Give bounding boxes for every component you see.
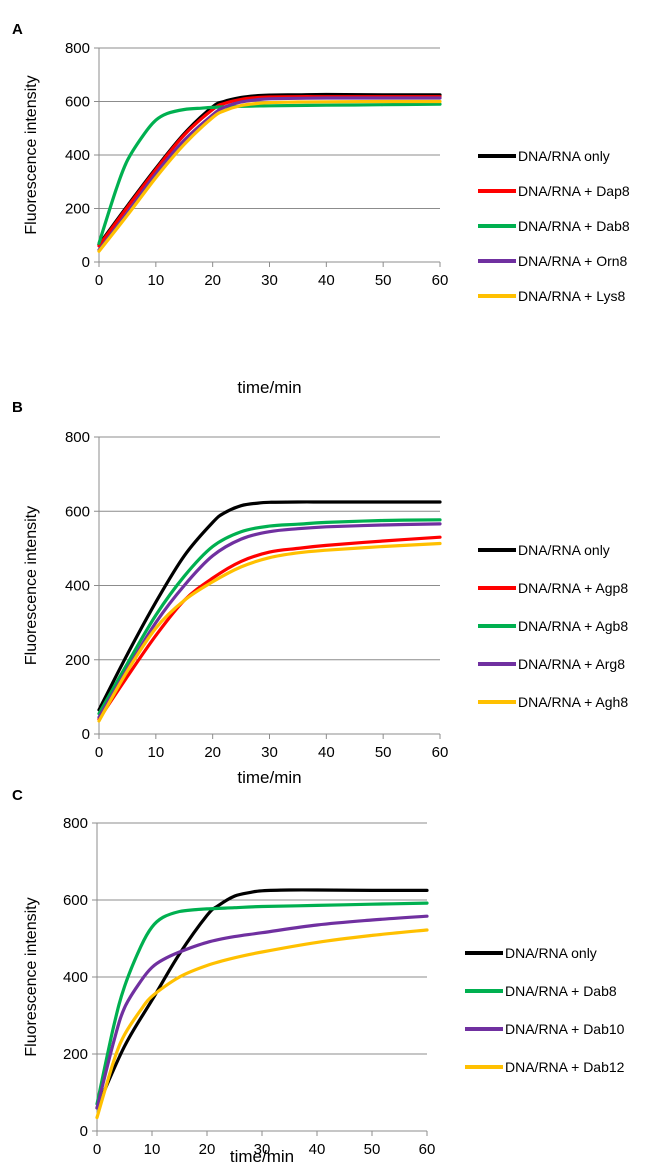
- x-tick-label: 20: [199, 1141, 216, 1158]
- chart-panel-b: B 0 200 400 600 800 0 10 20 30 40 50 60 time/min Fluor…: [12, 399, 628, 787]
- y-tick-label: 400: [63, 969, 88, 986]
- series-line: [97, 518, 442, 716]
- legend-label: DNA/RNA + Lys8: [518, 288, 625, 304]
- legend-label: DNA/RNA + Orn8: [518, 253, 628, 269]
- x-tick-label: 10: [144, 1141, 161, 1158]
- y-axis-title: Fluorescence intensity: [23, 75, 40, 234]
- series-line: [97, 95, 442, 248]
- x-tick-label: 60: [419, 1141, 436, 1158]
- x-tick-label: 50: [364, 1141, 381, 1158]
- y-axis-title: Fluorescence intensity: [23, 897, 40, 1056]
- series-line: [95, 928, 429, 1120]
- x-tick-label: 60: [432, 744, 449, 761]
- y-tick-label: 200: [63, 1046, 88, 1063]
- x-tick-label: 60: [432, 272, 449, 289]
- x-tick-label: 0: [93, 1141, 101, 1158]
- y-axis-title: Fluorescence intensity: [23, 506, 40, 665]
- x-axis-title: time/min: [237, 378, 301, 397]
- legend-label: DNA/RNA + Dap8: [518, 183, 630, 199]
- legend-label: DNA/RNA only: [518, 542, 610, 558]
- y-tick-label: 200: [65, 652, 90, 669]
- legend-label: DNA/RNA + Dab8: [518, 218, 630, 234]
- y-tick-label: 800: [63, 815, 88, 832]
- series-line: [97, 102, 442, 245]
- legend-label: DNA/RNA + Dab12: [505, 1059, 625, 1075]
- series-line: [97, 500, 442, 712]
- x-tick-label: 20: [204, 272, 221, 289]
- x-tick-label: 50: [375, 272, 392, 289]
- y-tick-label: 400: [65, 578, 90, 595]
- legend-label: DNA/RNA + Agh8: [518, 694, 628, 710]
- series-line: [95, 914, 429, 1110]
- x-tick-label: 10: [147, 744, 164, 761]
- chart-panel-c: C 0 200 400 600 800 0 10 20 30 40 50 60 time/min Fluor…: [12, 787, 625, 1166]
- y-tick-label: 0: [82, 254, 90, 271]
- y-tick-label: 400: [65, 147, 90, 164]
- series-line: [97, 99, 442, 253]
- panel-label: C: [12, 787, 23, 804]
- x-tick-label: 40: [318, 272, 335, 289]
- y-tick-label: 600: [65, 503, 90, 520]
- y-tick-label: 800: [65, 40, 90, 57]
- y-tick-label: 600: [65, 94, 90, 111]
- x-tick-label: 40: [309, 1141, 326, 1158]
- x-tick-label: 30: [261, 744, 278, 761]
- x-tick-label: 10: [147, 272, 164, 289]
- legend-label: DNA/RNA only: [518, 148, 610, 164]
- legend-label: DNA/RNA + Agb8: [518, 618, 628, 634]
- y-tick-label: 800: [65, 429, 90, 446]
- y-tick-label: 600: [63, 892, 88, 909]
- x-tick-label: 40: [318, 744, 335, 761]
- panel-label: A: [12, 21, 23, 38]
- y-tick-label: 0: [82, 726, 90, 743]
- legend-label: DNA/RNA + Arg8: [518, 656, 625, 672]
- x-tick-label: 50: [375, 744, 392, 761]
- x-tick-label: 0: [95, 272, 103, 289]
- series-line: [95, 901, 429, 1106]
- x-tick-label: 30: [261, 272, 278, 289]
- x-axis-title: time/min: [237, 768, 301, 787]
- series-line: [97, 535, 442, 721]
- x-axis-title: time/min: [230, 1147, 294, 1166]
- series-line: [97, 541, 442, 723]
- panel-label: B: [12, 399, 23, 416]
- x-tick-label: 30: [254, 1141, 271, 1158]
- y-tick-label: 200: [65, 201, 90, 218]
- series-line: [97, 92, 442, 247]
- legend-label: DNA/RNA + Dab10: [505, 1021, 625, 1037]
- series-line: [97, 522, 442, 719]
- x-tick-label: 0: [95, 744, 103, 761]
- y-tick-label: 0: [80, 1123, 88, 1140]
- legend-label: DNA/RNA only: [505, 945, 597, 961]
- series-line: [95, 888, 429, 1110]
- chart-panel-a: A 0 200 400 600 800 0 10 20 30 40 50 60 time/min Fluor…: [12, 21, 630, 397]
- legend-label: DNA/RNA + Agp8: [518, 580, 628, 596]
- x-tick-label: 20: [204, 744, 221, 761]
- legend-label: DNA/RNA + Dab8: [505, 983, 617, 999]
- series-line: [97, 96, 442, 252]
